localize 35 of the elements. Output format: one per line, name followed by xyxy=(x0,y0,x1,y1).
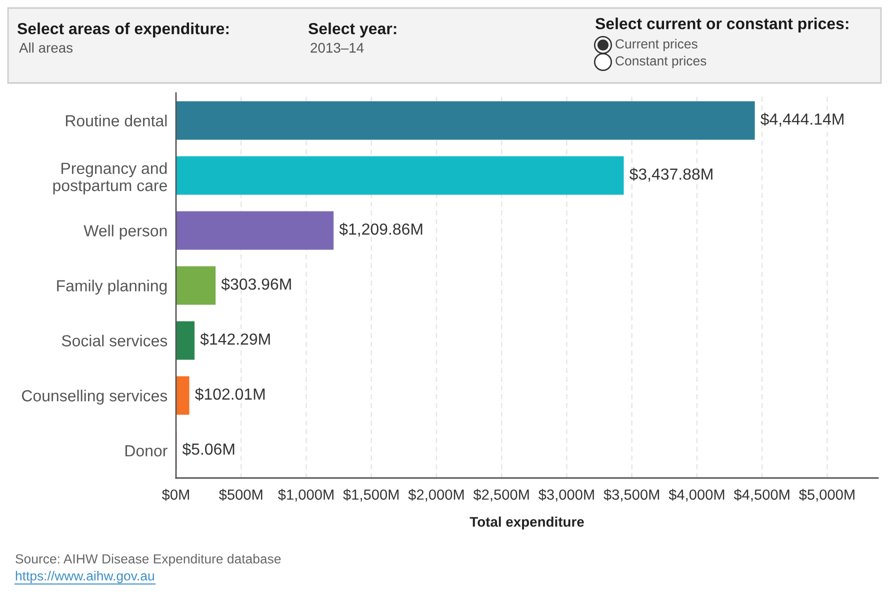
text: Select current or constant prices: xyxy=(595,18,848,32)
data-label: $102.01M xyxy=(195,388,265,401)
y-tick-label: Pregnancy and postpartum care xyxy=(53,162,167,194)
text: Current prices xyxy=(616,38,698,52)
data-label: $4,444.14M xyxy=(760,112,844,127)
data-label: $5.06M xyxy=(182,442,234,456)
x-tick-label: $1,500M xyxy=(343,488,399,502)
x-tick-label: $2,500M xyxy=(473,488,529,502)
data-label: $142.29M xyxy=(200,332,270,346)
x-tick-label: $500M xyxy=(218,488,262,501)
x-tick-label: $2,000M xyxy=(408,488,464,502)
text: 2013–14 xyxy=(310,42,364,53)
text: All areas xyxy=(19,42,73,53)
data-label: $3,437.88M xyxy=(629,168,712,182)
y-tick-label: Donor xyxy=(125,445,168,456)
y-tick-label: Social services xyxy=(62,334,168,346)
text: https://www.aihw.gov.au xyxy=(16,570,154,584)
text: Constant prices xyxy=(616,56,706,68)
y-tick-label: Routine dental xyxy=(66,114,167,126)
data-label: $1,209.86M xyxy=(339,222,422,237)
text: Select year: xyxy=(308,22,396,38)
source-note: Source: AIHW Disease Expenditure database xyxy=(16,554,281,566)
x-tick-label: $3,500M xyxy=(604,488,660,502)
x-tick-label: $4,000M xyxy=(668,488,724,502)
x-tick-label: $1,000M xyxy=(278,488,334,502)
x-tick-label: $0M xyxy=(162,488,189,501)
x-tick-label: $5,000M xyxy=(798,488,854,502)
x-tick-label: $3,000M xyxy=(538,488,594,502)
y-tick-label: Family planning xyxy=(57,280,167,295)
data-label: $303.96M xyxy=(221,278,291,291)
x-tick-label: $4,500M xyxy=(734,488,790,502)
text: Select areas of expenditure: xyxy=(17,22,229,38)
y-tick-label: Well person xyxy=(84,224,167,240)
x-axis-title: Total expenditure xyxy=(470,516,584,530)
y-tick-label: Counselling services xyxy=(22,390,168,405)
